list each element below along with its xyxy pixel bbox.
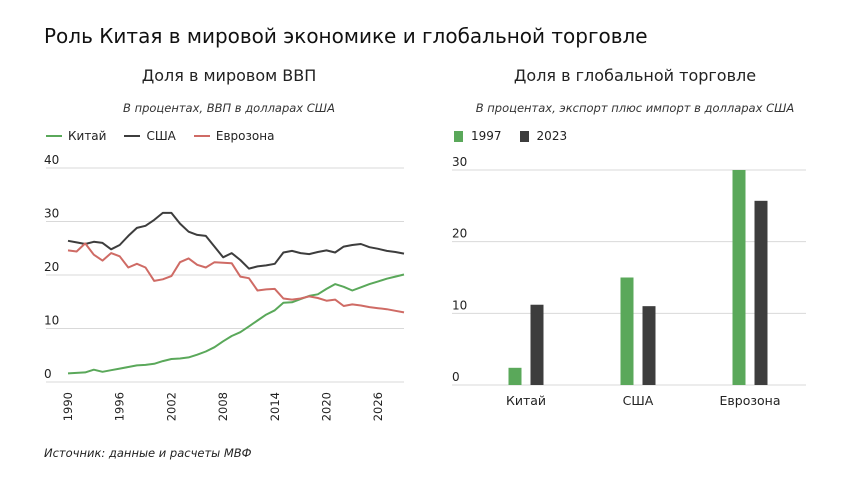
left-x-tick-2008: 2008 (216, 392, 230, 421)
right-x-category-1: США (623, 393, 654, 408)
left-y-tick-0: 0 (44, 367, 52, 381)
left-chart-title: Доля в мировом ВВП (141, 66, 317, 85)
legend-item-usa: США (124, 129, 176, 143)
left-x-tick-2002: 2002 (164, 392, 178, 421)
left-chart-legend: Китай США Еврозона (46, 129, 292, 143)
bar-Китай-1997 (508, 367, 522, 385)
legend-label-china: Китай (68, 129, 107, 143)
left-y-tick-20: 20 (44, 260, 59, 274)
legend-label-2023: 2023 (536, 129, 568, 143)
bar-Еврозона-2023 (754, 200, 768, 385)
gdp-share-line-chart: 0 10 20 30 40 1990 1996 2002 2008 2014 2020 2026 (44, 153, 405, 421)
source-note: Источник: данные и расчеты МВФ (44, 446, 252, 460)
main-title: Роль Китая в мировой экономике и глобаль… (44, 24, 648, 48)
legend-swatch-usa (124, 135, 141, 137)
left-x-tick-2020: 2020 (319, 392, 333, 421)
series-line-china (67, 273, 405, 375)
right-y-tick-10: 10 (452, 298, 467, 312)
series-line-eurozone (67, 242, 405, 314)
legend-item-china: Китай (46, 129, 106, 143)
right-y-tick-20: 20 (452, 227, 467, 241)
right-x-category-2: Еврозона (720, 393, 781, 408)
right-y-tick-0: 0 (452, 370, 460, 384)
series-line-usa (67, 211, 405, 270)
left-y-tick-40: 40 (44, 153, 59, 167)
legend-swatch-1997 (454, 130, 463, 142)
right-y-tick-30: 30 (452, 155, 467, 169)
legend-label-usa: США (146, 129, 176, 143)
trade-share-bar-chart: 0 10 20 30 Китай США Еврозона (452, 155, 806, 408)
right-chart-legend: 1997 2023 (454, 129, 585, 143)
bar-Еврозона-1997 (732, 170, 746, 385)
legend-label-1997: 1997 (471, 129, 502, 143)
legend-label-eurozone: Еврозона (215, 129, 275, 143)
left-x-tick-1990: 1990 (61, 392, 75, 421)
left-x-tick-2014: 2014 (268, 392, 282, 421)
legend-swatch-eurozone (193, 135, 210, 137)
bar-Китай-2023 (530, 304, 544, 385)
legend-item-2023: 2023 (519, 129, 568, 143)
right-x-category-0: Китай (506, 393, 546, 408)
left-x-tick-2026: 2026 (371, 392, 385, 421)
right-chart-title: Доля в глобальной торговле (513, 66, 757, 85)
left-chart-subtitle: В процентах, ВВП в долларах США (123, 101, 335, 115)
legend-swatch-2023 (519, 130, 529, 142)
bar-США-1997 (620, 277, 634, 385)
legend-swatch-china (46, 135, 62, 137)
legend-item-1997: 1997 (454, 129, 502, 143)
legend-item-eurozone: Еврозона (193, 129, 275, 143)
bar-США-2023 (642, 306, 656, 385)
left-y-tick-10: 10 (44, 314, 59, 328)
right-chart-subtitle: В процентах, экспорт плюс импорт в долла… (475, 101, 795, 115)
left-x-tick-1996: 1996 (113, 392, 127, 421)
left-y-tick-30: 30 (44, 207, 59, 221)
